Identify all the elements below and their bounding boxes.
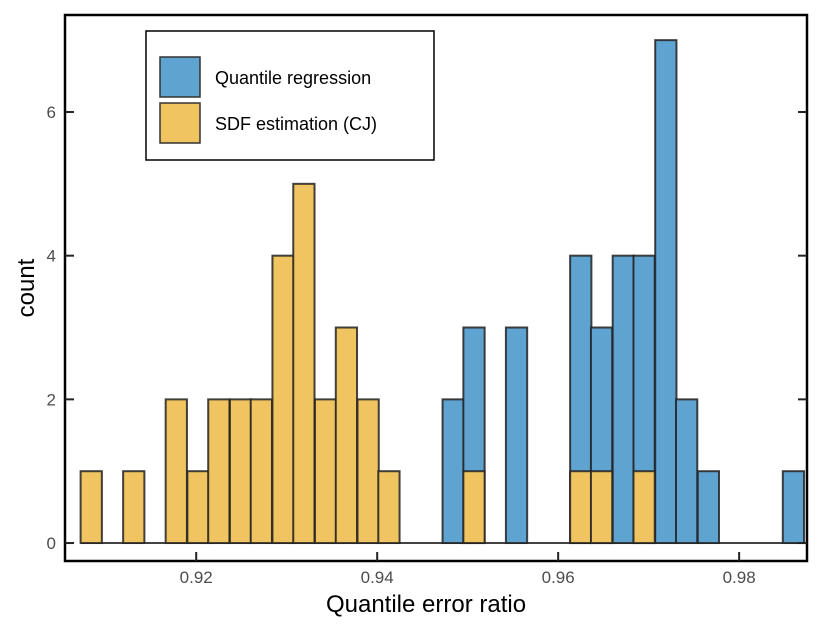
x-tick-label: 0.94 xyxy=(361,568,394,587)
bar-sdf-estimation-cj-11 xyxy=(356,398,380,545)
bar-sdf-estimation-cj-2 xyxy=(164,398,188,545)
y-tick-label: 6 xyxy=(47,103,56,122)
y-tick-label: 4 xyxy=(47,247,56,266)
x-axis-title: Quantile error ratio xyxy=(326,591,526,618)
x-tick-label: 0.96 xyxy=(542,568,575,587)
bar-quantile-regression-5 xyxy=(611,254,635,545)
bar-sdf-estimation-cj-13 xyxy=(462,470,486,545)
legend: Quantile regression SDF estimation (CJ) xyxy=(145,30,435,161)
bar-quantile-regression-2 xyxy=(504,326,529,545)
bar-sdf-estimation-cj-9 xyxy=(313,398,338,545)
bar-sdf-estimation-cj-0 xyxy=(79,470,103,545)
legend-label-sdf-estimation: SDF estimation (CJ) xyxy=(215,114,377,134)
series-sdf-estimation-cj xyxy=(79,182,656,545)
bar-sdf-estimation-cj-8 xyxy=(292,182,316,545)
bar-quantile-regression-10 xyxy=(781,470,806,545)
bar-sdf-estimation-cj-3 xyxy=(186,470,210,545)
bar-sdf-estimation-cj-7 xyxy=(271,254,295,545)
y-axis-title: count xyxy=(13,258,40,317)
x-tick-label: 0.98 xyxy=(723,568,756,587)
legend-swatch-sdf-estimation xyxy=(159,102,201,144)
bar-quantile-regression-9 xyxy=(696,470,720,545)
x-axis: 0.92 0.94 0.96 0.98 xyxy=(180,552,756,587)
series-quantile-regression xyxy=(441,39,806,545)
bar-sdf-estimation-cj-10 xyxy=(334,326,359,545)
y-axis: 0 2 4 6 xyxy=(47,103,807,553)
plot-area xyxy=(79,39,806,545)
bar-sdf-estimation-cj-12 xyxy=(377,470,401,545)
bar-quantile-regression-0 xyxy=(441,398,465,545)
bar-sdf-estimation-cj-5 xyxy=(228,398,253,545)
bar-sdf-estimation-cj-4 xyxy=(207,398,231,545)
bar-quantile-regression-7 xyxy=(654,39,678,545)
legend-swatch-quantile-regression xyxy=(159,56,201,98)
legend-label-quantile-regression: Quantile regression xyxy=(215,68,371,88)
y-tick-label: 0 xyxy=(47,534,56,553)
bar-sdf-estimation-cj-15 xyxy=(589,470,614,545)
plot-frame xyxy=(63,13,809,563)
bar-sdf-estimation-cj-1 xyxy=(122,470,146,545)
bar-sdf-estimation-cj-16 xyxy=(632,470,656,545)
bar-sdf-estimation-cj-6 xyxy=(249,398,273,545)
bar-sdf-estimation-cj-14 xyxy=(569,470,593,545)
y-tick-label: 2 xyxy=(47,390,56,409)
bar-quantile-regression-8 xyxy=(675,398,699,545)
x-tick-label: 0.92 xyxy=(180,568,213,587)
